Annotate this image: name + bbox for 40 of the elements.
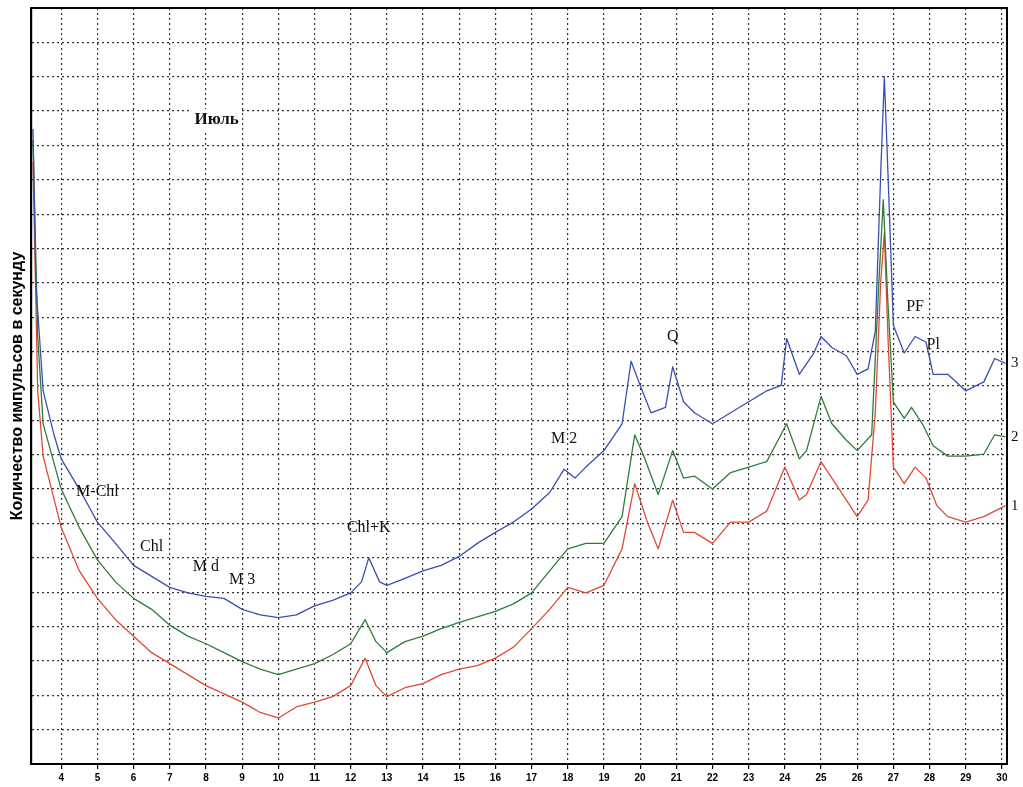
x-tick-label: 23 xyxy=(743,771,755,783)
x-tick-label: 20 xyxy=(634,771,647,783)
x-tick-label: 10 xyxy=(272,771,285,783)
x-tick-label: 7 xyxy=(166,771,173,783)
x-tick-label: 18 xyxy=(562,771,574,783)
annotation: M d xyxy=(192,556,220,574)
x-tick-label: 17 xyxy=(526,771,538,783)
x-tick-label: 24 xyxy=(779,771,791,783)
x-tick-label: 27 xyxy=(887,771,900,783)
y-axis-title: Количество импульсов в секунду xyxy=(8,251,26,521)
annotation: Pl xyxy=(926,334,941,352)
x-tick-label: 26 xyxy=(851,771,864,783)
series-label: 1 xyxy=(1011,496,1019,513)
annotation: PF xyxy=(906,296,925,314)
x-tick-label: 14 xyxy=(417,771,430,783)
x-tick-label: 13 xyxy=(381,771,393,783)
x-tick-label: 30 xyxy=(996,771,1008,783)
annotation: M 2 xyxy=(551,429,578,447)
x-tick-label: 4 xyxy=(58,771,65,783)
x-tick-label: 12 xyxy=(345,771,357,783)
x-tick-label: 28 xyxy=(924,771,936,783)
x-tick-label: 22 xyxy=(706,771,719,783)
x-tick-label: 16 xyxy=(489,771,502,783)
annotation: Q xyxy=(666,326,679,344)
x-tick-label: 11 xyxy=(309,771,321,783)
x-tick-label: 21 xyxy=(670,771,683,783)
x-tick-label: 19 xyxy=(598,771,610,783)
annotation: M 3 xyxy=(229,569,256,587)
x-tick-label: 5 xyxy=(94,771,101,783)
x-tick-label: 6 xyxy=(130,771,137,783)
x-tick-label: 25 xyxy=(815,771,828,783)
x-tick-label: 15 xyxy=(453,771,466,783)
x-tick-label: 29 xyxy=(960,771,972,783)
annotation: Chl xyxy=(140,536,164,554)
series-label: 3 xyxy=(1011,354,1019,371)
x-tick-label: 8 xyxy=(203,771,210,783)
x-tick-label: 9 xyxy=(239,771,246,783)
series-label: 2 xyxy=(1011,427,1019,444)
annotation: Chl+K xyxy=(346,518,392,536)
annotation: Июль xyxy=(194,109,239,129)
